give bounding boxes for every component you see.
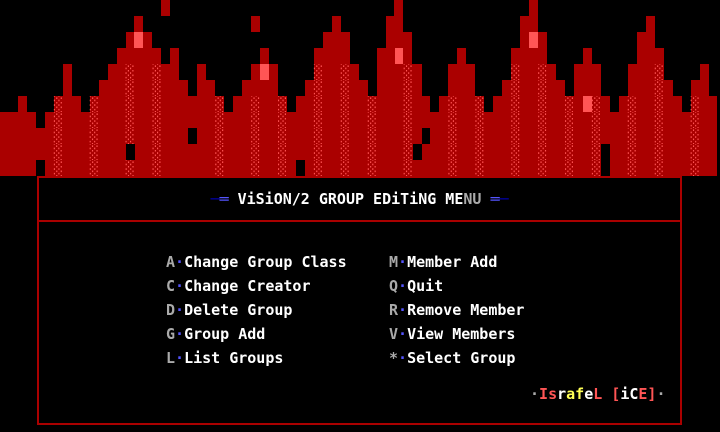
flame-row: ░ ░ ░ ░ ░ ░ ░ ░ ░ ░ ░ ░ ░ ░ ░ ░ ░ ░ ░ ░ — [0, 160, 720, 176]
menu-item-label: Group Add — [184, 325, 266, 343]
menu-hotkey: * — [389, 349, 399, 367]
text-segment: r — [557, 385, 567, 403]
flame-row: ░ ░ ░ ░ ░ ░ ░ ░ ░ ░ ░ ░ ░ ░ ░ ░ ░ ░ ░ — [0, 144, 720, 160]
title-box: ─═ ViSiON/2 GROUP EDiTiNG MENU ═─ — [37, 176, 682, 222]
menu-separator-dot: · — [175, 253, 185, 271]
menu-item-group-add[interactable]: G·Group Add — [166, 322, 347, 346]
text-segment: ViSiON/2 GROUP EDiTiNG ME — [237, 190, 464, 208]
page-title: ─═ ViSiON/2 GROUP EDiTiNG MENU ═─ — [210, 191, 508, 207]
menu-item-label: View Members — [407, 325, 516, 343]
text-segment: E — [638, 385, 648, 403]
flame-row — [0, 0, 720, 16]
menu-item-label: Change Creator — [184, 277, 311, 295]
menu-item-delete-group[interactable]: D·Delete Group — [166, 298, 347, 322]
text-segment: [ — [611, 385, 621, 403]
menu-hotkey: M — [389, 253, 399, 271]
text-segment: ] — [647, 385, 657, 403]
menu-hotkey: L — [166, 349, 176, 367]
menu-column-left: A·Change Group Class C·Change Creator D·De… — [166, 250, 347, 370]
text-segment: e — [584, 385, 594, 403]
text-segment: ─ — [210, 190, 220, 208]
menu-separator-dot: · — [398, 277, 408, 295]
flame-row: ░ ░ ░ ░ ░ ░ ░ ░ — [0, 80, 720, 96]
text-segment: · — [530, 385, 540, 403]
menu-item-member-add[interactable]: M·Member Add — [389, 250, 524, 274]
text-segment: ─ — [499, 190, 509, 208]
menu-item-view-members[interactable]: V·View Members — [389, 322, 524, 346]
menu-item-remove-member[interactable]: R·Remove Member — [389, 298, 524, 322]
menu-hotkey: D — [166, 301, 176, 319]
menu-item-change-group-class[interactable]: A·Change Group Class — [166, 250, 347, 274]
text-segment: C — [629, 385, 639, 403]
flame-row — [0, 16, 720, 32]
menu-item-label: List Groups — [184, 349, 284, 367]
menu-hotkey: G — [166, 325, 176, 343]
text-segment: · — [656, 385, 666, 403]
flame-ansi-art: ░ ░ ░ ░ ░ ░ ░ ░ ░ ░ ░ ░ ░ ░ ░ ░ ░ ░ ░ ░ … — [0, 0, 720, 176]
menu-column-right: M·Member Add Q·Quit R·Remove Member V·View … — [389, 250, 524, 370]
text-segment: ═ — [490, 190, 500, 208]
menu-item-select-group[interactable]: *·Select Group — [389, 346, 524, 370]
text-segment: a — [566, 385, 576, 403]
flame-row — [0, 48, 720, 64]
menu-box: A·Change Group Class C·Change Creator D·De… — [37, 222, 682, 425]
menu-item-quit[interactable]: Q·Quit — [389, 274, 524, 298]
menu-item-label: Select Group — [407, 349, 516, 367]
menu-hotkey: A — [166, 253, 176, 271]
text-segment — [602, 385, 611, 403]
menu-item-change-creator[interactable]: C·Change Creator — [166, 274, 347, 298]
text-segment: ═ — [219, 190, 229, 208]
menu-separator-dot: · — [398, 325, 408, 343]
text-segment: NU — [463, 190, 482, 208]
text-segment: I — [539, 385, 549, 403]
text-segment: f — [575, 385, 585, 403]
menu-separator-dot: · — [398, 349, 408, 367]
menu-separator-dot: · — [175, 349, 185, 367]
menu-item-label: Delete Group — [184, 301, 293, 319]
menu-hotkey: Q — [389, 277, 399, 295]
menu-item-label: Member Add — [407, 253, 498, 271]
menu-hotkey: R — [389, 301, 399, 319]
text-segment: s — [548, 385, 558, 403]
menu-separator-dot: · — [398, 301, 408, 319]
menu-item-list-groups[interactable]: L·List Groups — [166, 346, 347, 370]
menu-item-label: Remove Member — [407, 301, 525, 319]
credits-footer: ·IsrafeL [iCE]· — [530, 385, 665, 403]
text-segment: L — [593, 385, 603, 403]
flame-row — [0, 32, 720, 48]
menu-hotkey: C — [166, 277, 176, 295]
menu-separator-dot: · — [398, 253, 408, 271]
menu-item-label: Quit — [407, 277, 444, 295]
flame-row: ░ ░ ░ ░ ░ ░ ░ ░ ░ ░ ░ ░ ░ ░ ░ ░ ░ ░ ░ ░ — [0, 96, 720, 112]
text-segment: i — [620, 385, 630, 403]
flame-row: ░ ░ ░ ░ ░ ░ ░ ░ ░ ░ ░ ░ ░ ░ ░ ░ ░ ░ ░ ░ — [0, 128, 720, 144]
flame-row: ░ ░ ░ ░ ░ ░ ░ ░ ░ ░ ░ ░ ░ ░ ░ ░ ░ ░ ░ ░ — [0, 112, 720, 128]
flame-row: ░ ░ ░ ░ ░ ░ ░ ░ — [0, 64, 720, 80]
menu-separator-dot: · — [175, 325, 185, 343]
menu-separator-dot: · — [175, 301, 185, 319]
menu-separator-dot: · — [175, 277, 185, 295]
menu-hotkey: V — [389, 325, 399, 343]
text-segment — [229, 190, 238, 208]
menu-item-label: Change Group Class — [184, 253, 347, 271]
